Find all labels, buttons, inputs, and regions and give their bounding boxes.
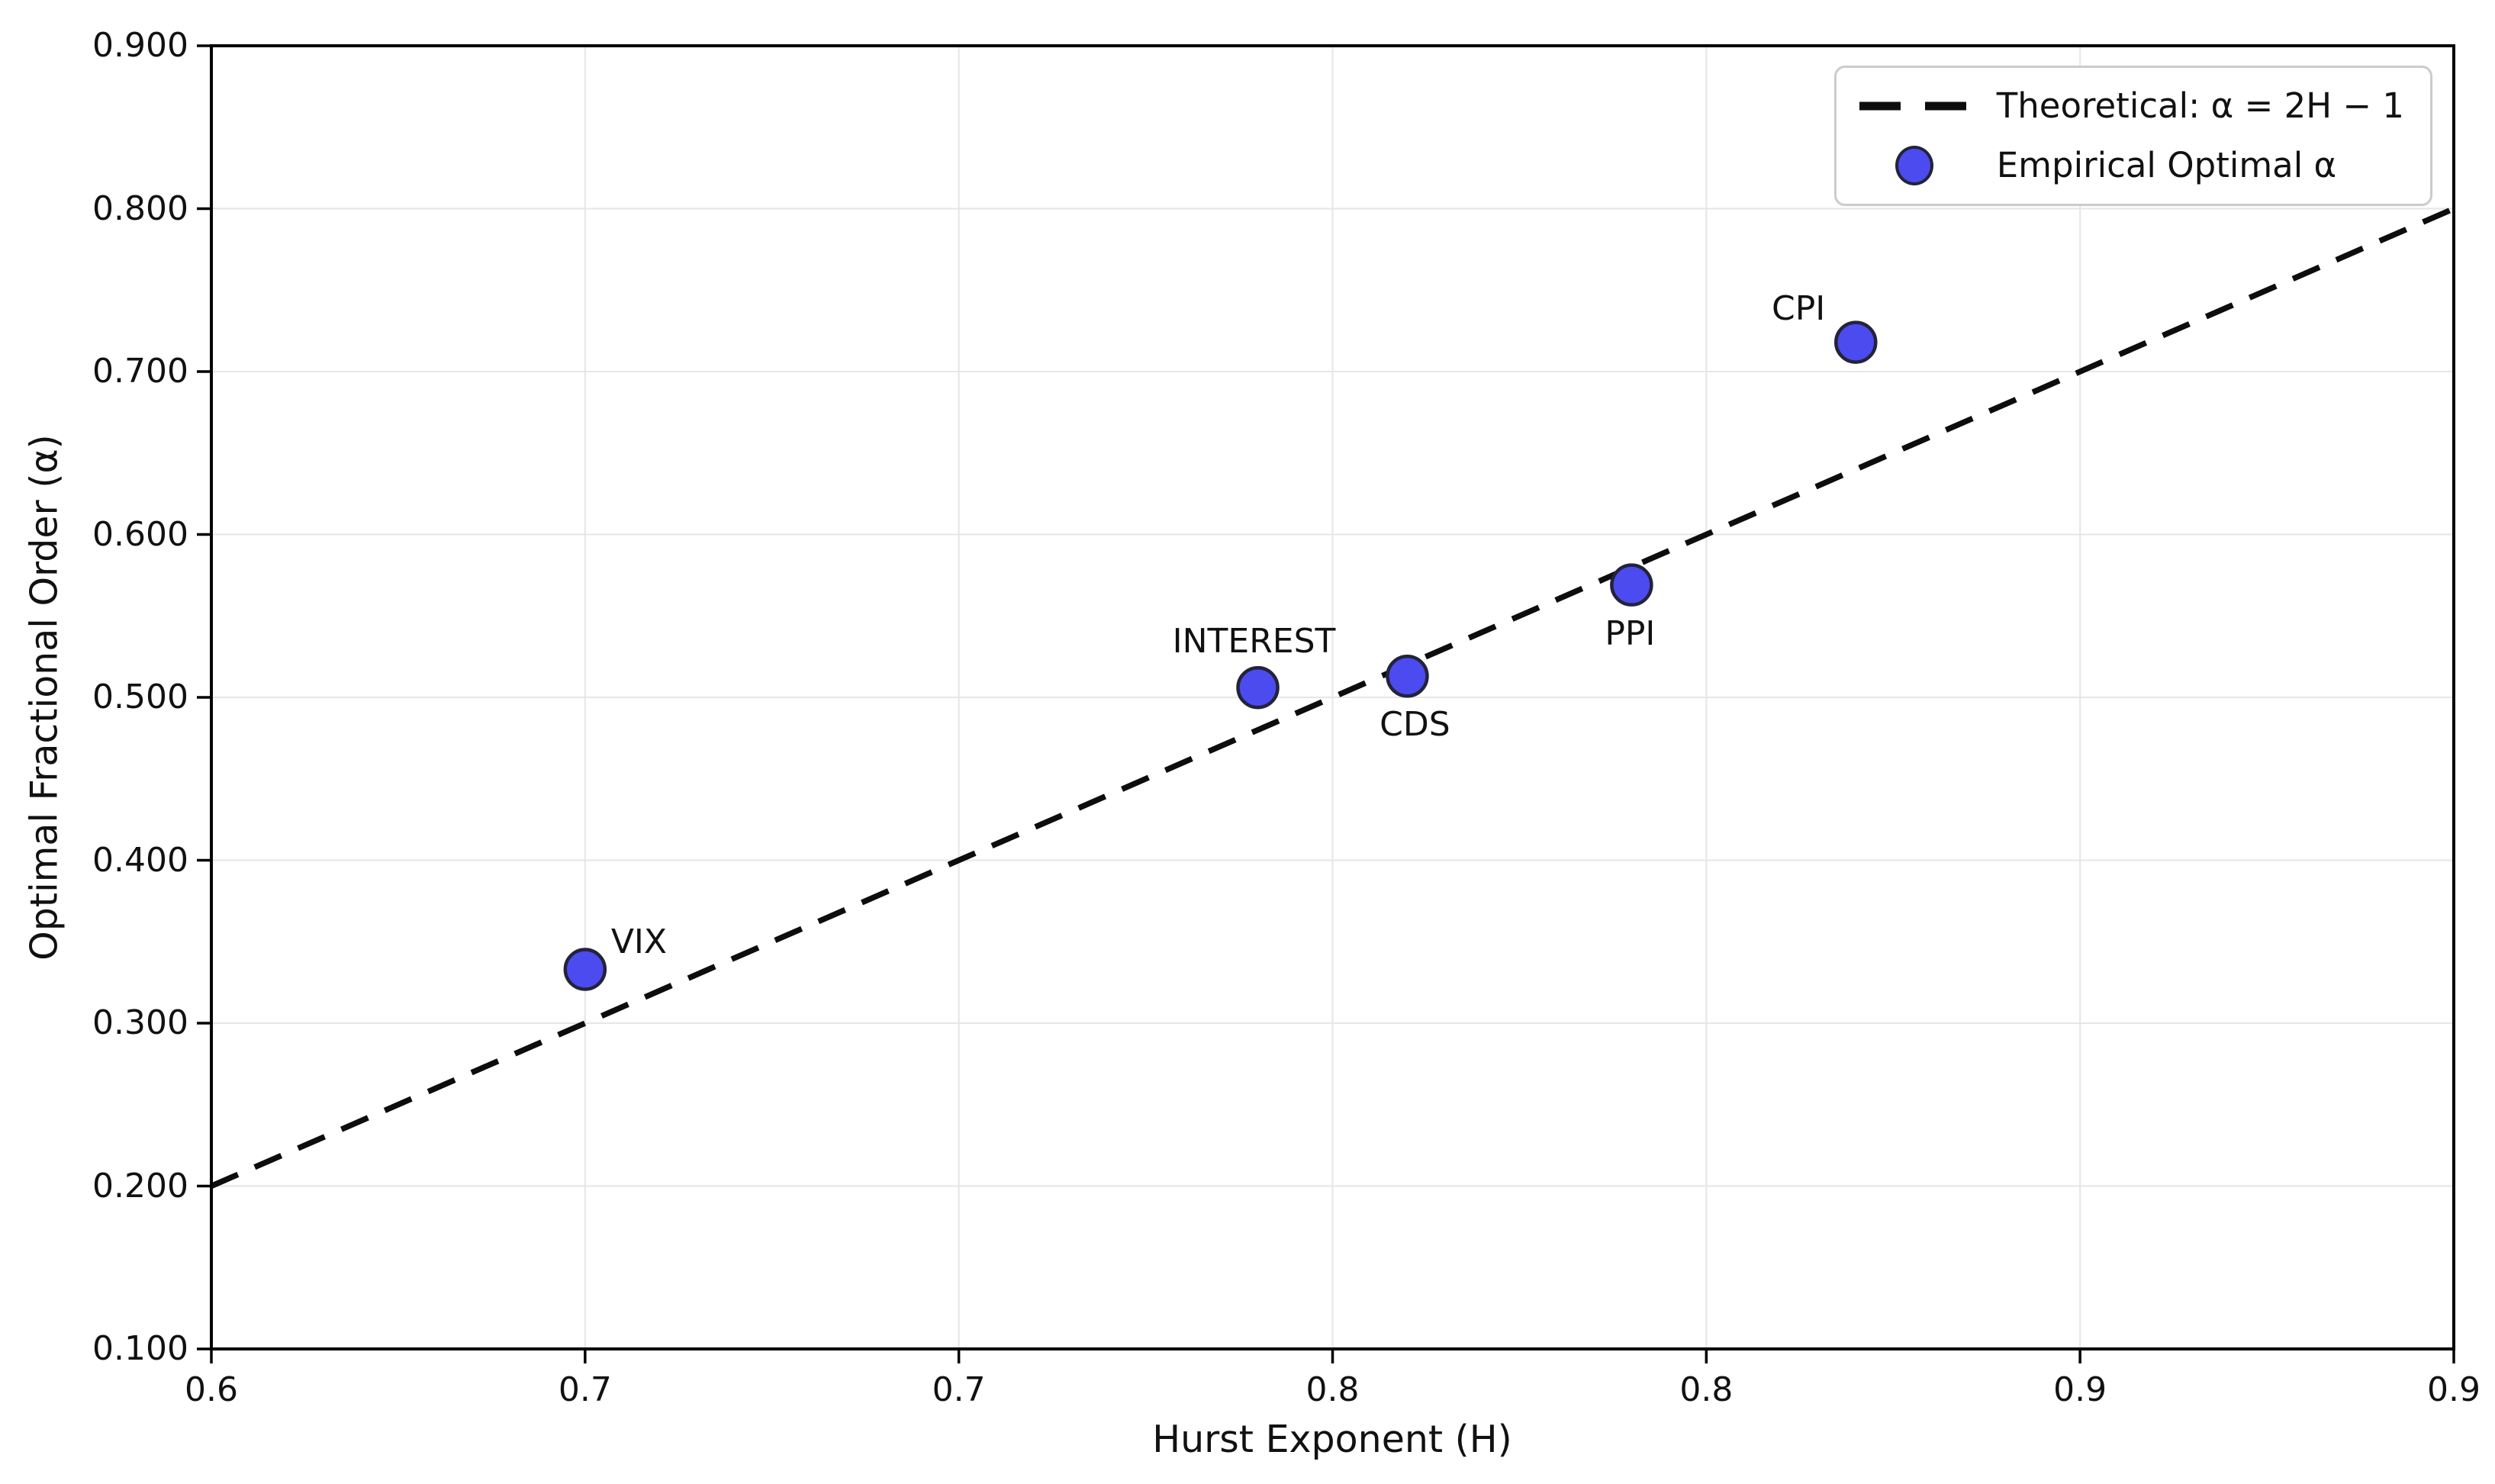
x-tick-label: 0.6 bbox=[185, 1370, 238, 1409]
y-tick-label: 0.300 bbox=[92, 1003, 188, 1042]
y-tick-label: 0.800 bbox=[92, 188, 188, 228]
legend-label-empirical: Empirical Optimal α bbox=[1996, 144, 2337, 185]
annotation-ppi: PPI bbox=[1605, 613, 1656, 653]
y-tick-label: 0.400 bbox=[92, 840, 188, 880]
annotation-interest: INTEREST bbox=[1172, 622, 1336, 662]
x-tick-label: 0.7 bbox=[558, 1370, 612, 1409]
scatter-marker-sample-icon bbox=[1858, 145, 1971, 185]
y-tick-label: 0.600 bbox=[92, 514, 188, 554]
x-tick-label: 0.8 bbox=[1679, 1370, 1734, 1409]
y-tick-label: 0.100 bbox=[92, 1329, 188, 1368]
y-tick-label: 0.900 bbox=[92, 26, 188, 65]
data-point-cds bbox=[1386, 654, 1429, 698]
x-tick-label: 0.9 bbox=[2427, 1370, 2481, 1409]
legend-label-theoretical: Theoretical: α = 2H − 1 bbox=[1996, 85, 2404, 126]
theoretical-line bbox=[210, 206, 2455, 1189]
legend-entry-empirical: Empirical Optimal α bbox=[1858, 146, 2404, 185]
y-tick-label: 0.700 bbox=[92, 352, 188, 391]
x-axis-label: Hurst Exponent (H) bbox=[1152, 1418, 1512, 1461]
annotation-cds: CDS bbox=[1379, 705, 1450, 745]
dashed-line-sample-icon bbox=[1858, 101, 1971, 111]
y-tick-label: 0.500 bbox=[92, 678, 188, 716]
data-point-vix bbox=[563, 948, 607, 991]
data-point-ppi bbox=[1610, 563, 1653, 607]
data-point-interest bbox=[1236, 665, 1280, 710]
annotation-vix: VIX bbox=[610, 922, 668, 961]
annotation-cpi: CPI bbox=[1772, 288, 1826, 328]
legend-entry-theoretical: Theoretical: α = 2H − 1 bbox=[1858, 86, 2404, 126]
x-tick-label: 0.9 bbox=[2053, 1370, 2107, 1409]
y-tick-label: 0.200 bbox=[92, 1166, 188, 1206]
y-axis-label: Optimal Fractional Order (α) bbox=[22, 434, 66, 961]
x-tick-label: 0.8 bbox=[1305, 1370, 1360, 1409]
data-point-cpi bbox=[1834, 320, 1878, 364]
x-tick-label: 0.7 bbox=[932, 1370, 986, 1409]
legend: Theoretical: α = 2H − 1 Empirical Optima… bbox=[1833, 66, 2432, 206]
